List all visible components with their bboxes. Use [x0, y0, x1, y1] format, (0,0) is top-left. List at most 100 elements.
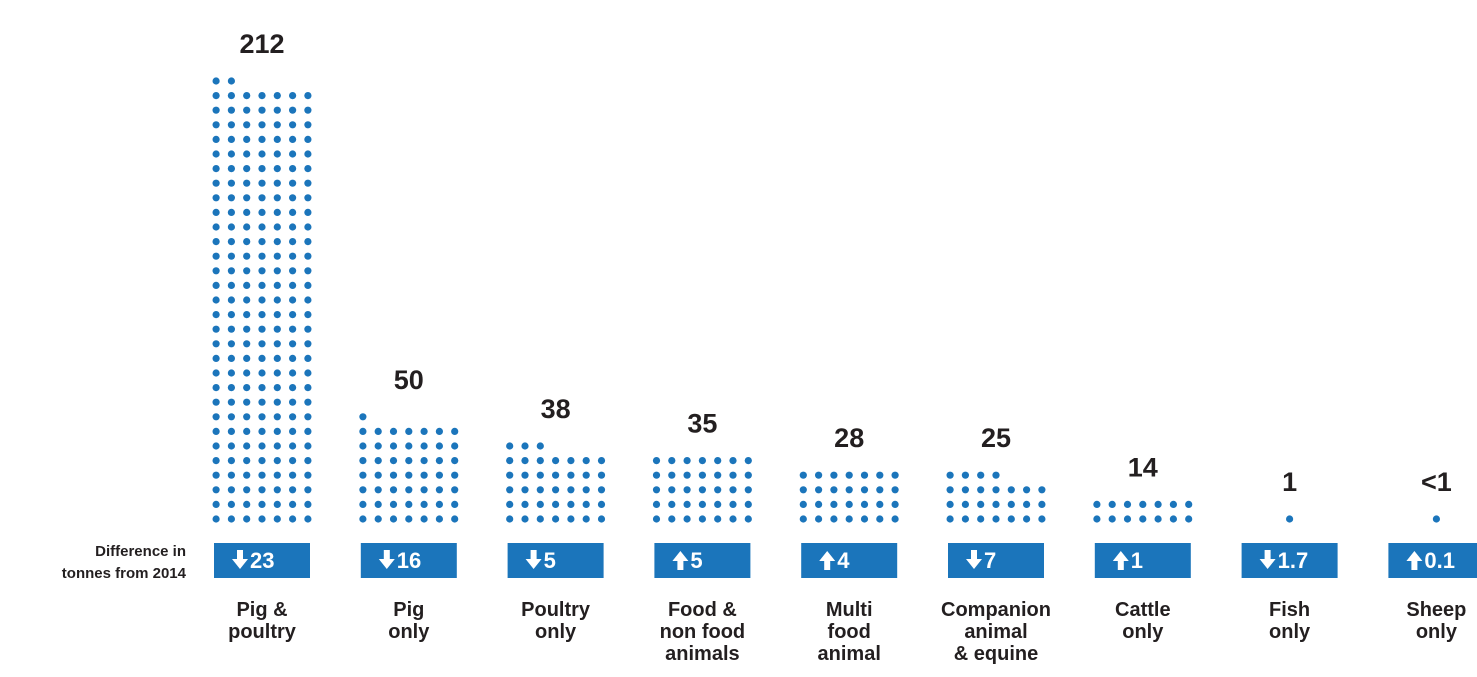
dot	[744, 457, 752, 465]
dot	[289, 92, 297, 100]
category-label: Sheep	[1406, 599, 1466, 621]
dot	[420, 486, 428, 494]
dot	[1185, 500, 1193, 508]
dot	[1023, 486, 1031, 494]
dot-column	[946, 471, 1046, 523]
dot	[359, 413, 367, 421]
dot	[420, 515, 428, 523]
dot	[227, 442, 235, 450]
dot	[304, 296, 312, 304]
dot	[451, 471, 459, 479]
dot	[243, 486, 251, 494]
dot	[652, 457, 661, 465]
dot	[744, 500, 752, 508]
dot	[815, 471, 823, 479]
dot	[552, 486, 560, 494]
dot	[521, 457, 529, 465]
category-label: only	[388, 621, 430, 643]
category-label: animals	[665, 643, 739, 665]
dot	[212, 384, 220, 392]
dot	[227, 398, 235, 406]
dot	[289, 515, 297, 523]
dot	[552, 457, 560, 465]
dot	[652, 471, 661, 479]
dot	[243, 121, 251, 129]
dot	[212, 106, 220, 114]
dot	[435, 486, 443, 494]
dot	[1154, 515, 1162, 523]
dot	[830, 500, 838, 508]
dot	[227, 135, 235, 143]
dot	[273, 252, 281, 260]
dot	[435, 500, 443, 508]
arrow-icon	[1259, 550, 1276, 569]
dot	[273, 150, 281, 158]
dot	[304, 325, 312, 333]
dot	[668, 457, 676, 465]
dot	[1154, 500, 1162, 508]
dot	[243, 150, 251, 158]
dot	[227, 165, 235, 173]
dot	[744, 486, 752, 494]
dot	[405, 457, 413, 465]
dot	[304, 398, 312, 406]
dot	[304, 121, 312, 129]
dot	[683, 457, 691, 465]
dot	[1169, 500, 1177, 508]
arrow-icon	[378, 550, 395, 569]
dot	[243, 471, 251, 479]
dot	[359, 442, 367, 450]
dot	[227, 369, 235, 377]
dot	[304, 442, 312, 450]
dot	[258, 354, 266, 362]
dot	[536, 486, 544, 494]
dot	[668, 486, 676, 494]
dot	[289, 369, 297, 377]
dot	[1093, 500, 1101, 508]
dot	[289, 150, 297, 158]
dot	[451, 457, 459, 465]
dot	[258, 121, 266, 129]
dot	[227, 150, 235, 158]
dot	[714, 486, 722, 494]
dot	[273, 398, 281, 406]
dot	[304, 194, 312, 202]
dot	[521, 515, 529, 523]
dot	[683, 515, 691, 523]
dot	[289, 194, 297, 202]
dot	[668, 500, 676, 508]
dot	[359, 486, 367, 494]
dot	[1123, 515, 1132, 523]
value-label: 212	[239, 29, 284, 59]
dot	[567, 471, 575, 479]
arrow-icon	[1406, 551, 1423, 570]
category-label: Food &	[668, 599, 737, 621]
change-box	[654, 543, 751, 578]
dot	[946, 515, 954, 523]
dot	[304, 427, 312, 435]
dot	[536, 457, 544, 465]
dot	[714, 500, 722, 508]
dot	[289, 208, 297, 216]
dot	[304, 135, 312, 143]
dot	[227, 106, 235, 114]
dot	[683, 500, 691, 508]
dot	[243, 208, 251, 216]
dot	[258, 194, 266, 202]
value-label: 35	[687, 409, 717, 439]
category-label: poultry	[228, 621, 297, 643]
dot	[961, 500, 970, 508]
dot	[304, 384, 312, 392]
dot	[698, 515, 707, 523]
dot	[729, 515, 737, 523]
dot	[273, 121, 281, 129]
dot	[258, 471, 266, 479]
dot	[815, 500, 823, 508]
dot	[227, 281, 235, 289]
dot	[714, 457, 722, 465]
dot	[273, 471, 281, 479]
dot	[435, 471, 443, 479]
dot	[212, 165, 220, 173]
dot	[521, 442, 529, 450]
